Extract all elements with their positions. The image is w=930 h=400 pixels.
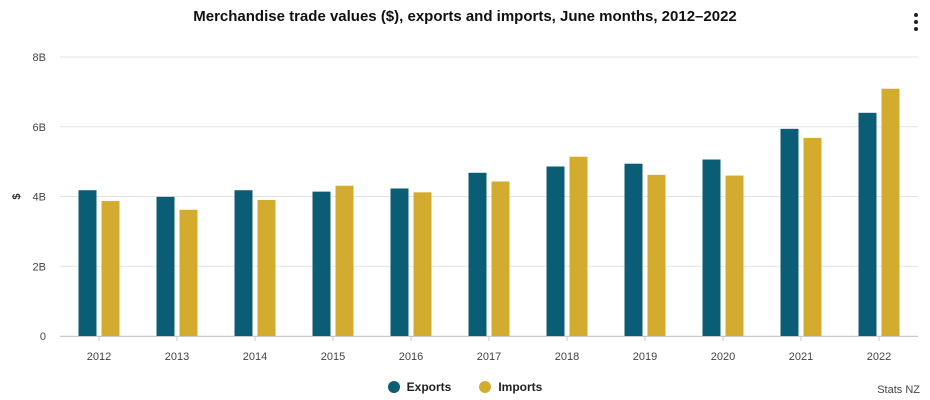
legend-label: Imports	[498, 380, 543, 394]
bar-imports-2018	[569, 156, 588, 336]
legend-item-imports[interactable]: Imports	[479, 380, 542, 394]
bar-imports-2014	[257, 199, 276, 336]
legend-swatch-icon	[387, 381, 400, 393]
bar-imports-2021	[803, 137, 822, 336]
x-tick-label: 2012	[87, 351, 111, 363]
bar-imports-2012	[101, 201, 120, 336]
bar-exports-2020	[702, 159, 721, 336]
x-tick-label: 2019	[633, 351, 657, 363]
bar-exports-2014	[234, 190, 253, 336]
y-tick-label: 6B	[33, 122, 46, 134]
bar-exports-2019	[624, 163, 643, 336]
x-tick-label: 2013	[165, 351, 189, 363]
x-tick-label: 2018	[555, 351, 579, 363]
bar-exports-2018	[546, 166, 565, 336]
bar-imports-2019	[647, 174, 666, 336]
y-tick-label: 2B	[33, 261, 46, 273]
bar-exports-2016	[390, 188, 409, 336]
legend-swatch-icon	[479, 381, 492, 393]
x-tick-label: 2021	[789, 351, 813, 363]
y-tick-label: 8B	[33, 52, 46, 64]
bar-imports-2015	[335, 185, 354, 336]
chart-legend: Exports Imports	[0, 380, 930, 394]
x-tick-label: 2017	[477, 351, 501, 363]
ellipsis-dot-icon	[914, 27, 918, 31]
bar-exports-2021	[780, 128, 799, 336]
x-tick-label: 2014	[243, 351, 267, 363]
source-credit: Stats NZ	[877, 384, 920, 396]
bar-imports-2017	[491, 181, 510, 336]
ellipsis-dot-icon	[914, 20, 918, 24]
x-tick-label: 2022	[867, 351, 891, 363]
legend-label: Exports	[406, 380, 452, 394]
bar-imports-2013	[179, 209, 198, 336]
ellipsis-dot-icon	[914, 13, 918, 17]
chart-title: Merchandise trade values ($), exports an…	[193, 8, 737, 25]
bar-exports-2022	[858, 112, 877, 336]
bar-exports-2012	[78, 190, 97, 336]
bar-exports-2013	[156, 196, 175, 336]
chart-menu-button[interactable]	[906, 12, 926, 32]
bar-exports-2017	[468, 172, 487, 336]
y-axis-title: $	[11, 193, 23, 199]
bar-imports-2020	[725, 175, 744, 336]
bar-imports-2016	[413, 192, 432, 336]
bar-chart: 0 2B 4B 6B 8B $2012 2013 2014 2015 2016 2017 2018 20…	[11, 52, 918, 363]
x-tick-label: 2020	[711, 351, 735, 363]
y-tick-label: 4B	[33, 192, 46, 204]
y-tick-label: 0	[40, 331, 46, 343]
bar-imports-2022	[881, 88, 900, 336]
x-tick-label: 2015	[321, 351, 345, 363]
bar-exports-2015	[312, 191, 331, 336]
x-tick-label: 2016	[399, 351, 423, 363]
legend-item-exports[interactable]: Exports	[387, 380, 452, 394]
